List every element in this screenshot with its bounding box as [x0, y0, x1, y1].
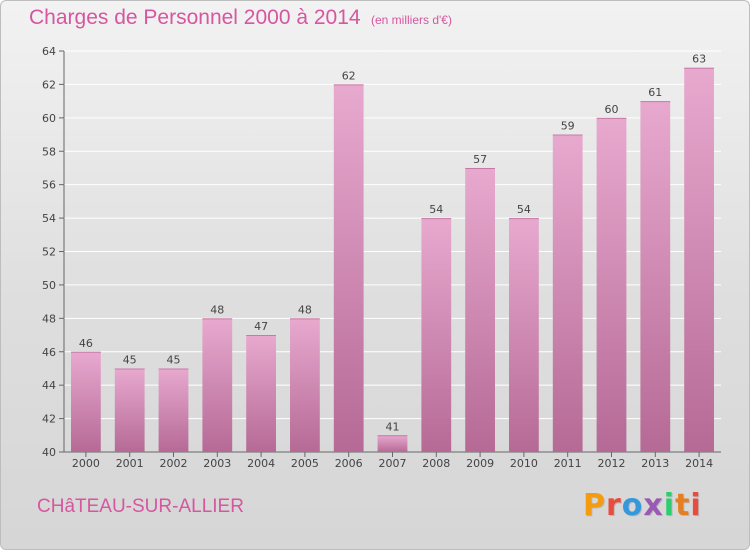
logo-letter: t: [675, 488, 691, 523]
bar[interactable]: [377, 435, 408, 452]
bar-value-label: 60: [605, 103, 619, 116]
bar-value-label: 48: [298, 303, 312, 316]
x-tick-label: 2008: [422, 457, 450, 470]
bar[interactable]: [246, 335, 276, 452]
chart-subtitle: (en milliers d'€): [371, 13, 452, 27]
commune-name: CHâTEAU-SUR-ALLIER: [37, 496, 244, 517]
logo-letter: P: [583, 488, 606, 523]
bar-value-label: 61: [648, 86, 662, 99]
x-tick-label: 2005: [291, 457, 319, 470]
bar-value-label: 41: [386, 420, 400, 433]
y-tick-label: 50: [42, 279, 56, 292]
x-tick-label: 2007: [379, 457, 407, 470]
bar[interactable]: [290, 318, 320, 452]
bar-value-label: 63: [692, 53, 706, 66]
labels: 40 42 44 46 48 50 52 54 56 58 60 62 64 2000 46 2001 45 20…: [42, 45, 713, 470]
bar-value-label: 62: [342, 69, 356, 82]
bar-value-label: 48: [210, 303, 224, 316]
y-tick-label: 46: [42, 346, 56, 359]
y-tick-label: 54: [42, 212, 56, 225]
chart-title: Charges de Personnel 2000 à 2014: [29, 6, 361, 29]
y-tick-label: 44: [42, 379, 56, 392]
x-tick-label: 2000: [72, 457, 100, 470]
y-tick-label: 40: [42, 446, 56, 459]
bar[interactable]: [114, 368, 145, 452]
bar-value-label: 54: [429, 203, 443, 216]
y-tick-label: 58: [42, 145, 56, 158]
bar-value-label: 47: [254, 320, 268, 333]
x-tick-label: 2003: [203, 457, 231, 470]
x-tick-label: 2001: [116, 457, 144, 470]
y-tick-label: 62: [42, 78, 56, 91]
x-tick-label: 2010: [510, 457, 538, 470]
bar[interactable]: [509, 218, 539, 452]
bar-value-label: 59: [561, 120, 575, 133]
bar-value-label: 57: [473, 153, 487, 166]
y-tick-label: 52: [42, 246, 56, 259]
y-tick-label: 56: [42, 179, 56, 192]
bar[interactable]: [640, 101, 671, 452]
bar-value-label: 54: [517, 203, 531, 216]
bar-value-label: 46: [79, 337, 93, 350]
logo-letter: o: [621, 488, 644, 523]
bar[interactable]: [71, 351, 101, 452]
bar[interactable]: [465, 167, 495, 453]
x-tick-label: 2009: [466, 457, 494, 470]
bar-value-label: 45: [167, 353, 181, 366]
x-tick-label: 2012: [598, 457, 626, 470]
proxiti-logo[interactable]: Proxiti: [583, 488, 702, 523]
logo-letter: i: [690, 488, 702, 523]
x-tick-label: 2004: [247, 457, 275, 470]
y-tick-label: 48: [42, 312, 56, 325]
x-tick-label: 2011: [554, 457, 582, 470]
bar[interactable]: [333, 84, 364, 453]
logo-letter: x: [643, 488, 664, 523]
bar[interactable]: [158, 368, 189, 452]
bar[interactable]: [596, 117, 627, 452]
y-tick-label: 42: [42, 413, 56, 426]
x-tick-label: 2002: [160, 457, 188, 470]
bar-value-label: 45: [123, 353, 137, 366]
x-tick-label: 2014: [685, 457, 713, 470]
bar[interactable]: [684, 67, 714, 452]
bars: [71, 67, 714, 453]
bar[interactable]: [421, 218, 452, 452]
bar[interactable]: [552, 134, 583, 452]
y-tick-label: 60: [42, 112, 56, 125]
x-tick-label: 2013: [641, 457, 669, 470]
y-tick-label: 64: [42, 45, 56, 58]
logo-letter: i: [663, 488, 676, 523]
bar[interactable]: [202, 318, 233, 452]
logo-letter: r: [606, 488, 622, 523]
x-tick-label: 2006: [335, 457, 363, 470]
